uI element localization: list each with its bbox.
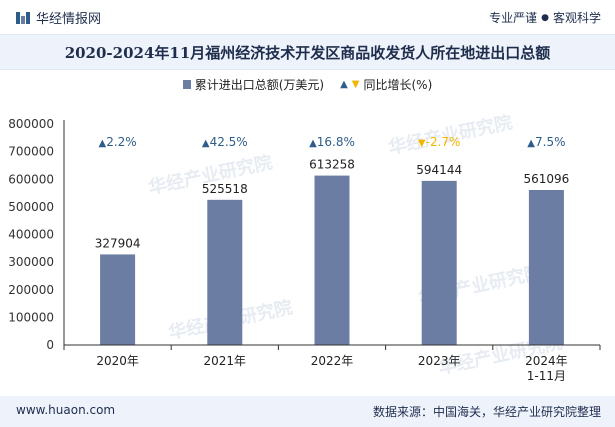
bar <box>207 199 243 345</box>
up-triangle-icon: ▲ <box>202 138 210 149</box>
down-triangle-icon: ▼ <box>418 138 426 149</box>
site-url: www.huaon.com <box>16 403 116 417</box>
growth-label: ▲2.2% <box>98 135 136 149</box>
y-tick-label: 0 <box>46 338 54 352</box>
up-triangle-icon: ▲ <box>340 79 348 90</box>
legend-item-growth: ▲ ▼ 同比增长(%) <box>340 76 432 93</box>
bar-value-label: 327904 <box>95 236 141 250</box>
y-tick-label: 400000 <box>8 228 54 242</box>
y-tick-label: 500000 <box>8 200 54 214</box>
huajing-logo-icon <box>16 11 30 24</box>
bar-chart: 华经产业研究院华经产业研究院华经产业研究院华经产业研究院华经产业研究院 0100… <box>8 111 601 383</box>
slogan-left: 专业严谨 <box>489 11 538 25</box>
bar-swatch-icon <box>182 80 191 89</box>
bar-value-label: 525518 <box>202 182 248 196</box>
y-tick-label: 100000 <box>8 310 54 324</box>
growth-label: ▲7.5% <box>527 135 565 149</box>
footer: www.huaon.com 数据来源：中国海关，华经产业研究院整理 <box>0 396 615 427</box>
chart-title: 2020-2024年11月福州经济技术开发区商品收发货人所在地进出口总额 <box>64 44 551 62</box>
y-tick-label: 200000 <box>8 283 54 297</box>
bar <box>100 254 136 345</box>
x-tick-label: 2021年 <box>204 354 247 368</box>
top-bar: 华经情报网 专业严谨 ● 客观科学 <box>0 0 615 34</box>
x-tick-label: 2023年 <box>418 354 461 368</box>
up-triangle-icon: ▲ <box>98 138 106 149</box>
bar-value-label: 594144 <box>416 163 462 177</box>
growth-value: 16.8% <box>317 135 355 149</box>
growth-label: ▼-2.7% <box>418 135 461 149</box>
x-tick-label: 2020年 <box>96 354 139 368</box>
growth-value: 7.5% <box>535 135 566 149</box>
up-triangle-icon: ▲ <box>527 138 535 149</box>
growth-label: ▲16.8% <box>309 135 355 149</box>
brand-name: 华经情报网 <box>36 12 102 27</box>
legend: 累计进出口总额(万美元) ▲ ▼ 同比增长(%) <box>0 76 615 93</box>
slogan-right: 客观科学 <box>552 11 601 25</box>
legend-item-bar: 累计进出口总额(万美元) <box>182 76 325 93</box>
bar-value-label: 613258 <box>309 158 355 172</box>
bar-value-label: 561096 <box>523 172 569 186</box>
y-tick-label: 700000 <box>8 145 54 159</box>
growth-label: ▲42.5% <box>202 135 248 149</box>
slogan: 专业严谨 ● 客观科学 <box>489 9 601 26</box>
y-tick-label: 600000 <box>8 172 54 186</box>
legend-bar-label: 累计进出口总额(万美元) <box>194 78 325 92</box>
bar <box>314 175 350 345</box>
x-tick-label: 2024年 1-11月 <box>525 354 568 383</box>
data-source: 数据来源：中国海关，华经产业研究院整理 <box>372 405 601 419</box>
growth-value: 2.2% <box>106 135 137 149</box>
y-axis: 0 100000 200000 300000 400000 500000 600000 700… <box>8 117 65 352</box>
y-tick-label: 800000 <box>8 117 54 131</box>
x-axis: 2020年 2021年 2022年 2023年 2024年 1-11月 <box>63 344 601 383</box>
growth-value: 42.5% <box>210 135 248 149</box>
y-tick-label: 300000 <box>8 255 54 269</box>
x-tick-label: 2022年 <box>311 354 354 368</box>
bar <box>421 180 457 345</box>
title-band: 2020-2024年11月福州经济技术开发区商品收发货人所在地进出口总额 <box>0 34 615 70</box>
brand: 华经情报网 <box>16 8 101 27</box>
bar <box>528 189 564 345</box>
separator-dot-icon: ● <box>541 12 549 23</box>
legend-growth-label: 同比增长(%) <box>363 78 433 92</box>
down-triangle-icon: ▼ <box>351 79 360 90</box>
up-triangle-icon: ▲ <box>309 138 317 149</box>
growth-value: -2.7% <box>426 135 461 149</box>
bars: 327904▲2.2%525518▲42.5%613258▲16.8%59414… <box>95 135 569 345</box>
